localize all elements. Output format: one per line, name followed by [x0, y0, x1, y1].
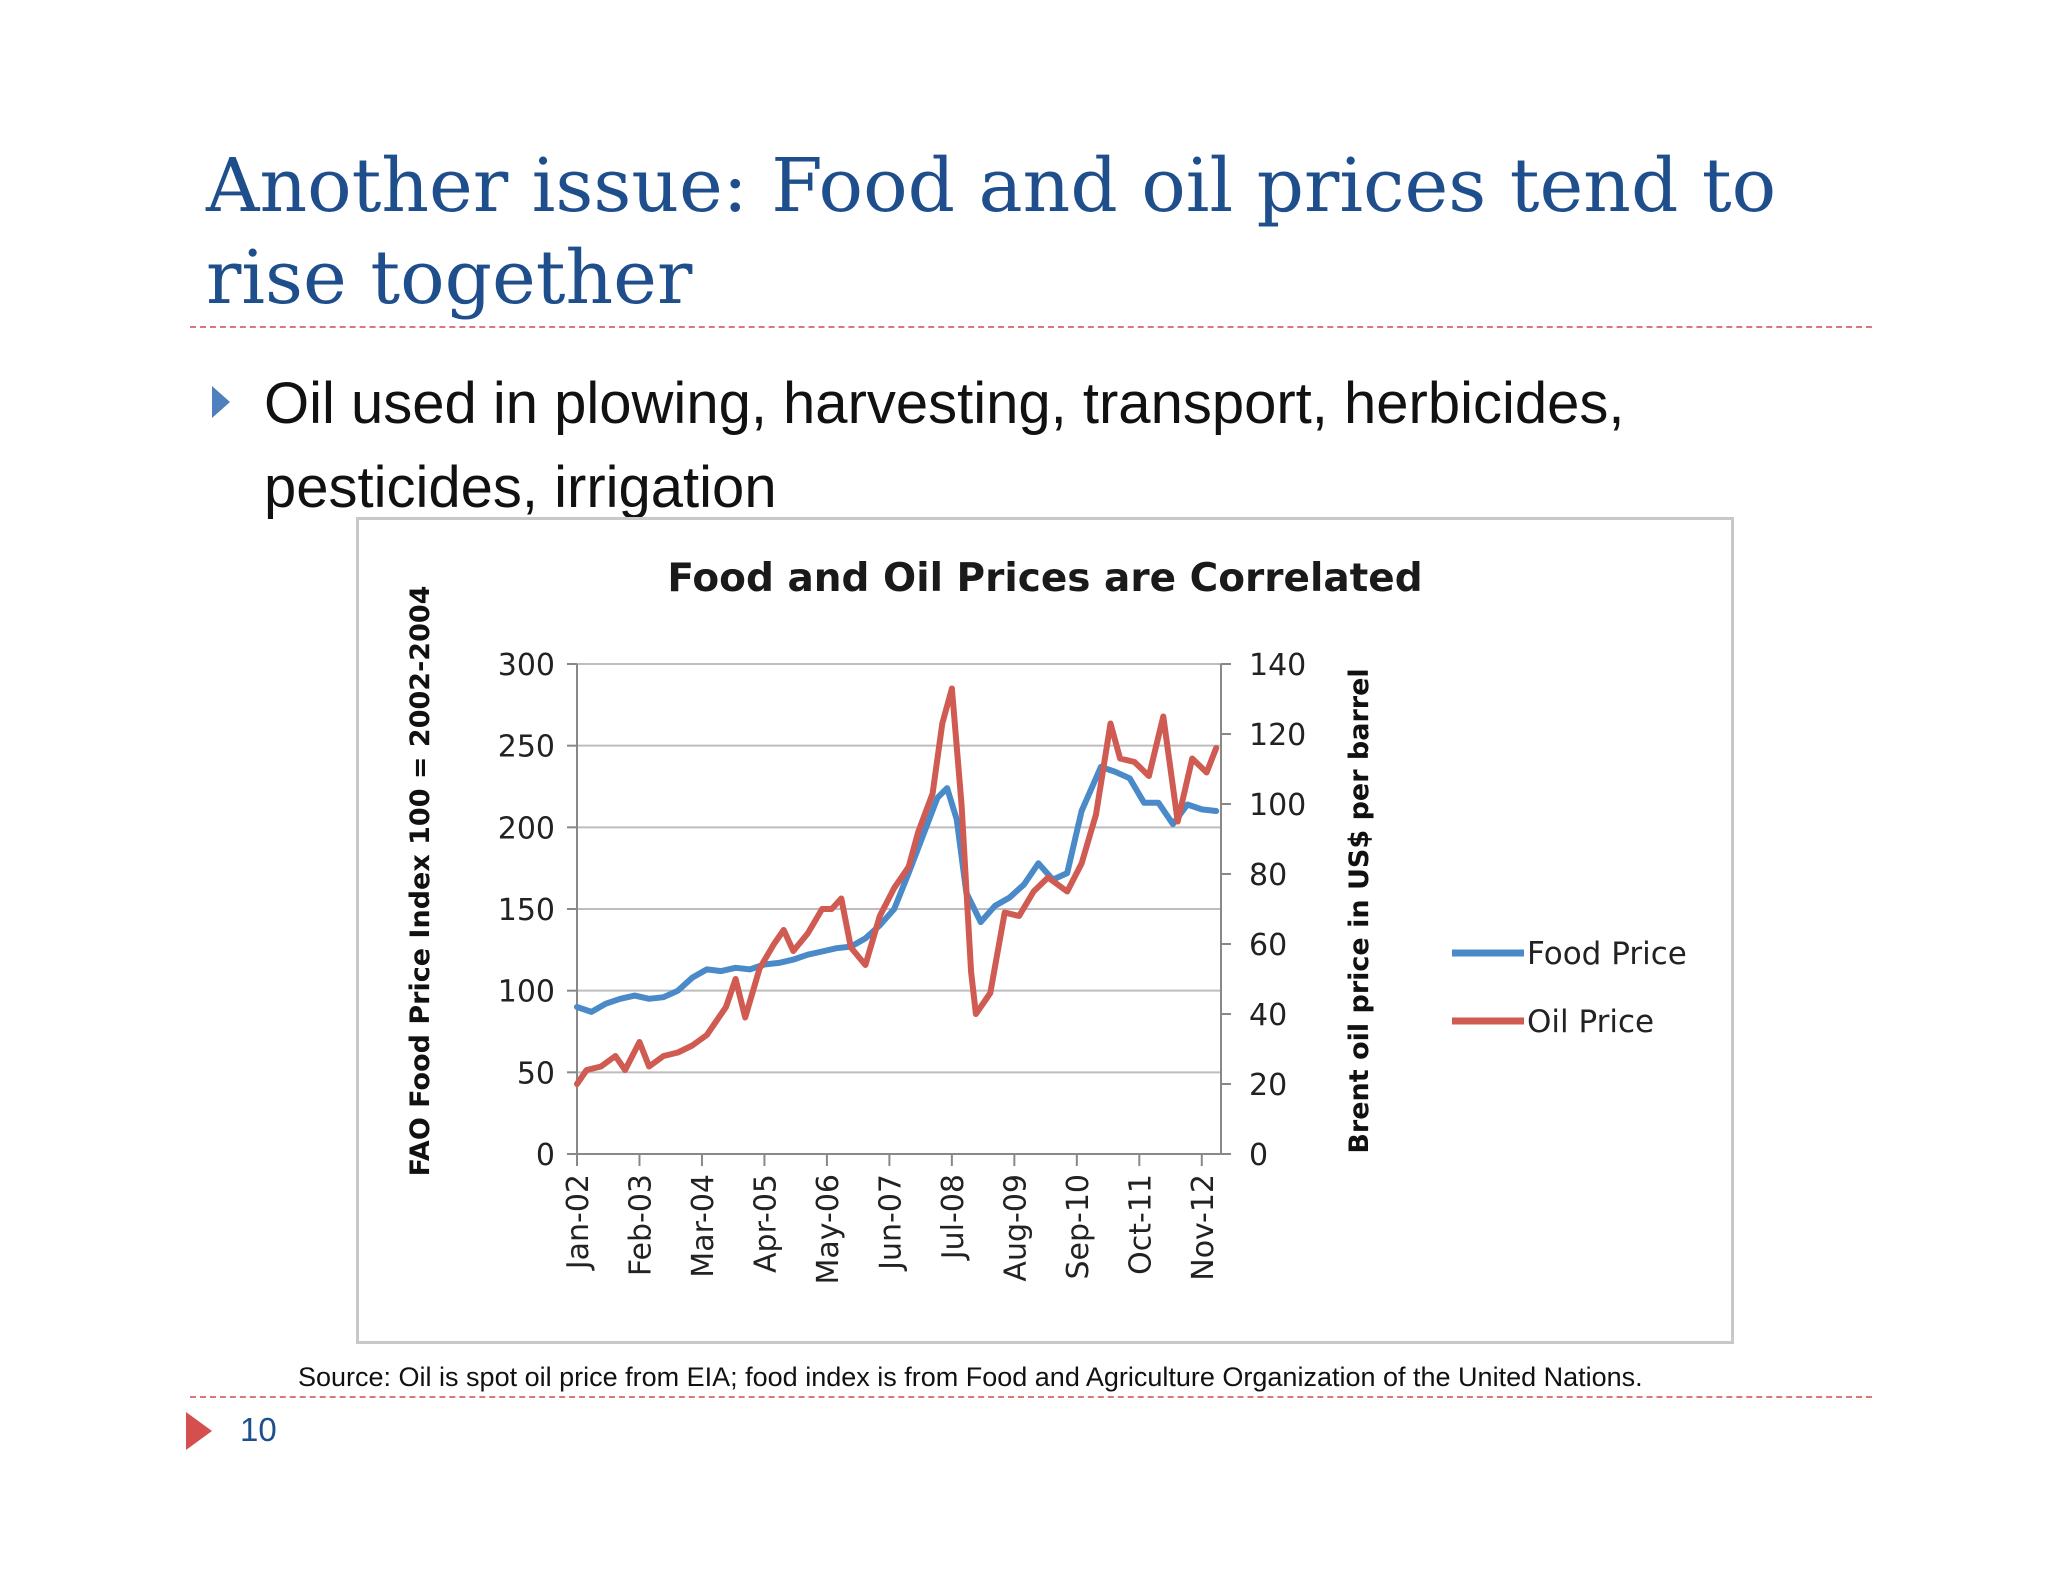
- y-right-tick-label: 80: [1249, 858, 1287, 893]
- y-axis-right-label: Brent oil price in US$ per barrel: [1344, 668, 1375, 1153]
- chart-title: Food and Oil Prices are Correlated: [667, 556, 1422, 601]
- oil-price-legend-label: Oil Price: [1527, 1004, 1654, 1040]
- y-left-tick-label: 0: [536, 1138, 555, 1173]
- page-arrow-icon: [186, 1412, 212, 1450]
- y-right-tick-label: 40: [1249, 998, 1287, 1033]
- y-right-tick-label: 100: [1249, 788, 1306, 823]
- oil-price-series-line: [574, 685, 1220, 1087]
- title-divider: [190, 326, 1872, 328]
- x-tick-label: Feb-03: [623, 1174, 658, 1276]
- y-left-tick-label: 300: [498, 648, 555, 683]
- food-price-series-line: [574, 763, 1220, 1015]
- food-price-legend-label: Food Price: [1527, 936, 1687, 972]
- x-tick-label: Mar-04: [686, 1174, 721, 1278]
- footer-divider: [190, 1396, 1872, 1398]
- y-left-tick-label: 100: [498, 975, 555, 1010]
- x-tick-label: Oct-11: [1123, 1174, 1158, 1275]
- bullet-arrow-icon: [212, 386, 230, 418]
- y-right-tick-label: 20: [1249, 1068, 1287, 1103]
- y-left-tick-label: 150: [498, 893, 555, 928]
- y-left-tick-label: 250: [498, 730, 555, 765]
- x-tick-label: Sep-10: [1061, 1174, 1096, 1280]
- source-note: Source: Oil is spot oil price from EIA; …: [298, 1362, 1643, 1392]
- y-right-tick-label: 0: [1249, 1138, 1268, 1173]
- x-tick-label: Apr-05: [748, 1174, 783, 1273]
- x-tick-label: May-06: [811, 1174, 846, 1285]
- x-tick-label: Jul-08: [936, 1174, 971, 1261]
- y-left-tick-label: 200: [498, 811, 555, 846]
- y-right-tick-label: 120: [1249, 718, 1306, 753]
- y-axis-left-label: FAO Food Price Index 100 = 2002-2004: [405, 586, 436, 1177]
- x-tick-label: Jun-07: [873, 1174, 908, 1272]
- chart-frame: 0 50 100 150 200 250 300 0 20 40 60 80 100 120 140 Jan-…: [356, 517, 1734, 1344]
- x-tick-label: Aug-09: [998, 1174, 1033, 1282]
- y-right-tick-label: 60: [1249, 928, 1287, 963]
- bullet-text: Oil used in plowing, harvesting, transpo…: [264, 371, 1625, 520]
- page-number: 10: [240, 1411, 277, 1448]
- x-tick-label: Jan-02: [561, 1174, 596, 1271]
- y-right-tick-label: 140: [1249, 648, 1306, 683]
- slide-title: Another issue: Food and oil prices tend …: [206, 143, 1777, 321]
- x-tick-label: Nov-12: [1186, 1174, 1221, 1281]
- food-oil-chart: 0 50 100 150 200 250 300 0 20 40 60 80 100 120 140 Jan-…: [405, 556, 1687, 1285]
- y-left-tick-label: 50: [517, 1056, 555, 1091]
